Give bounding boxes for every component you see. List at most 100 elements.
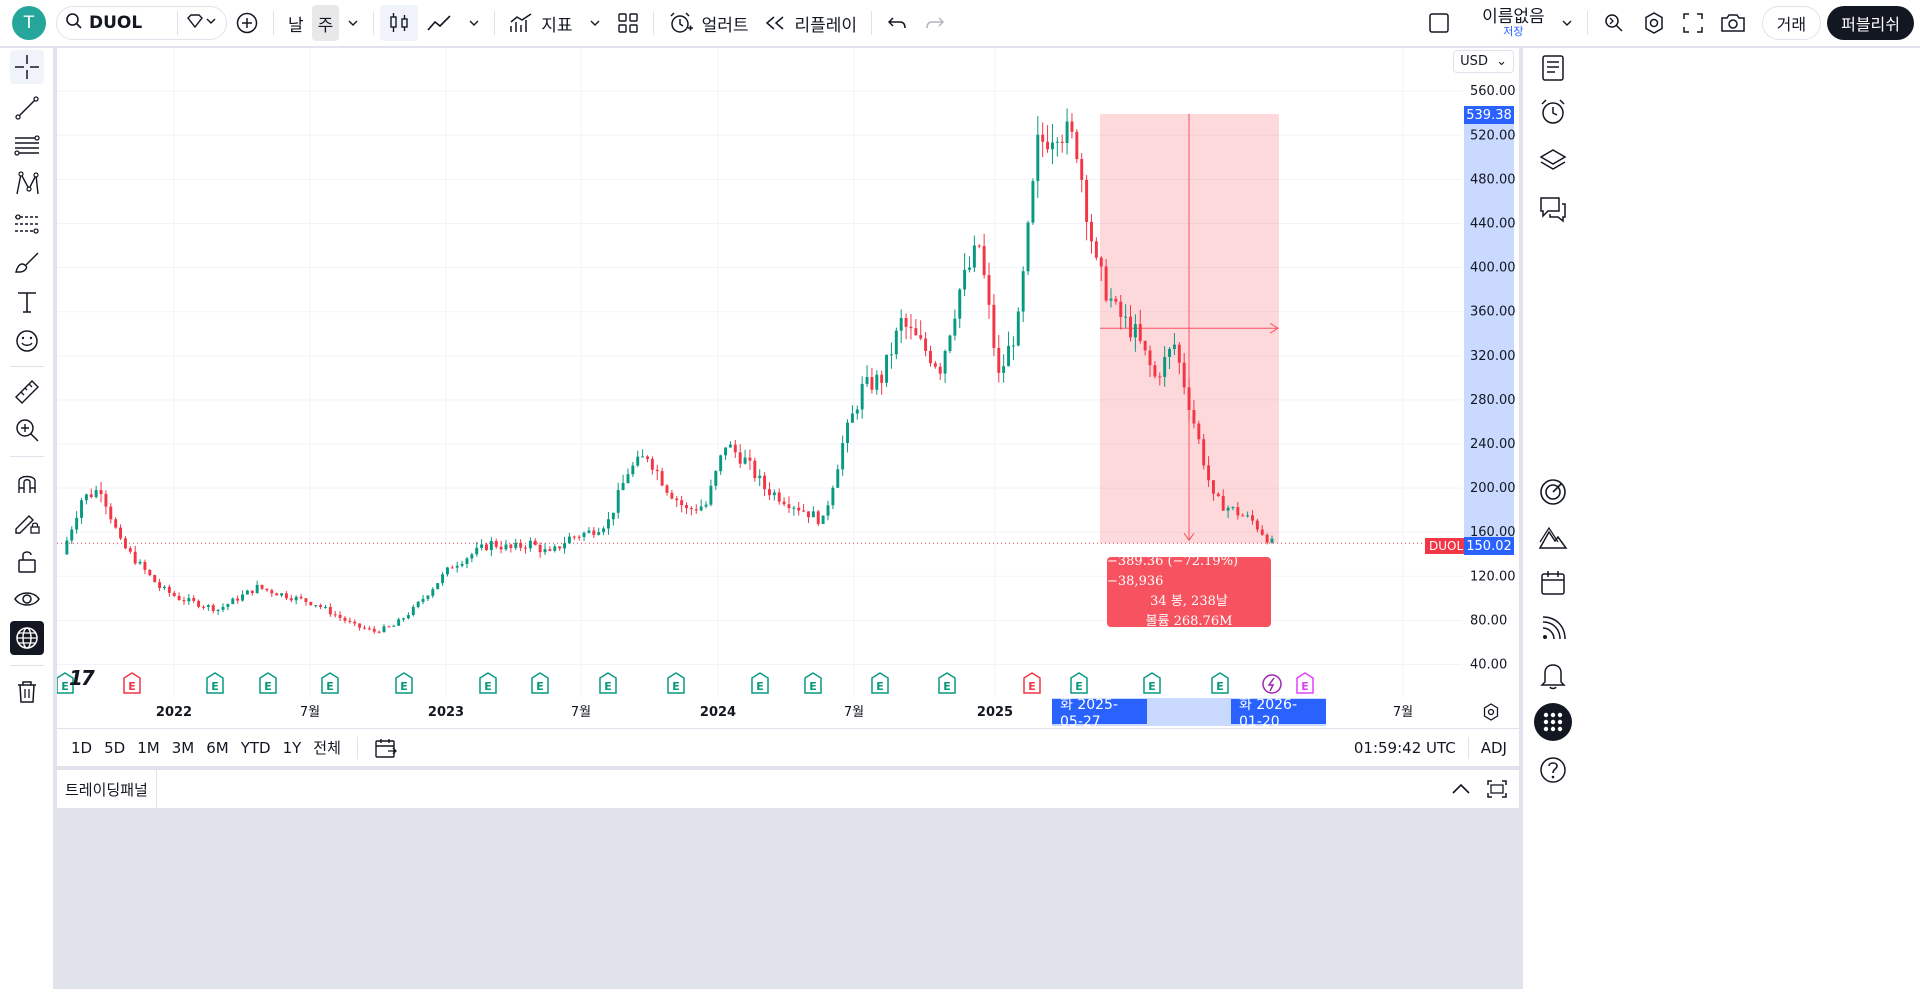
price-chart[interactable]: 560.00 520.00 480.00 440.00 400.00 360.00 320.…: [57, 48, 1519, 728]
candle-body: [543, 549, 547, 553]
goto-date-calendar-icon[interactable]: [368, 734, 404, 762]
earnings-marker: [599, 672, 617, 694]
user-avatar[interactable]: T: [12, 6, 46, 40]
pattern-icon[interactable]: [10, 167, 44, 201]
candle-body: [84, 494, 88, 501]
mountains-icon[interactable]: [1535, 520, 1571, 556]
interval-day-button[interactable]: 날: [288, 15, 304, 36]
chart-panel[interactable]: 560.00 520.00 480.00 440.00 400.00 360.00 320.…: [57, 48, 1519, 766]
interval-week-button[interactable]: 주: [311, 5, 340, 41]
clock-timezone[interactable]: 01:59:42 UTC: [1353, 738, 1456, 757]
publish-button[interactable]: 퍼블리쉬: [1827, 6, 1914, 40]
redo-icon[interactable]: [916, 5, 954, 41]
maximize-panel-icon[interactable]: [1479, 771, 1515, 807]
earnings-marker: [1070, 672, 1088, 694]
candle-style-icon[interactable]: [380, 5, 419, 41]
candle-body: [167, 586, 171, 593]
candle-body: [177, 595, 181, 601]
emoji-smile-icon[interactable]: [10, 324, 44, 358]
candle-body: [519, 542, 523, 548]
crosshair-icon[interactable]: [10, 50, 44, 84]
earnings-marker-label: E: [1216, 680, 1224, 693]
templates-grid-icon[interactable]: [609, 5, 647, 41]
apps-grid-icon[interactable]: [1534, 703, 1572, 741]
alarm-clock-icon[interactable]: [1535, 94, 1571, 130]
trade-button[interactable]: 거래: [1761, 6, 1822, 40]
price-tick-label: 160.00: [1470, 525, 1516, 540]
range-3m[interactable]: 3M: [171, 738, 195, 757]
candle-body: [748, 457, 752, 461]
news-feed-icon[interactable]: [1535, 611, 1571, 647]
earnings-marker: [531, 672, 549, 694]
candle-body: [89, 494, 93, 498]
candle-body: [670, 492, 674, 499]
interval-dropdown-chevron-icon[interactable]: [339, 5, 367, 41]
calendar-icon[interactable]: [1535, 565, 1571, 601]
candle-body: [958, 289, 962, 319]
range-6m[interactable]: 6M: [206, 738, 229, 757]
adjust-toggle[interactable]: ADJ: [1480, 738, 1507, 757]
zoom-in-icon[interactable]: [10, 413, 44, 447]
candle-body: [1236, 507, 1240, 516]
fib-retracement-icon[interactable]: [10, 129, 44, 163]
ruler-icon[interactable]: [10, 375, 44, 409]
text-tool-icon[interactable]: [10, 285, 44, 319]
candle-body: [1197, 423, 1201, 440]
fullscreen-icon[interactable]: [1674, 5, 1712, 41]
alert-button[interactable]: 얼러트: [660, 5, 757, 41]
trading-panel-tab[interactable]: 트레이딩패널: [57, 770, 157, 808]
time-tick-label: 2024: [700, 705, 736, 720]
candle-body: [665, 485, 669, 493]
indicators-chevron-icon[interactable]: [581, 5, 609, 41]
notifications-bell-icon[interactable]: [1535, 657, 1571, 693]
add-symbol-button[interactable]: [227, 5, 267, 41]
lock-pencil-icon[interactable]: [10, 505, 44, 539]
compare-diamond-icon[interactable]: [186, 13, 216, 33]
candle-body: [787, 504, 791, 509]
symbol-name[interactable]: DUOL: [89, 13, 143, 33]
currency-selector[interactable]: USD ⌄: [1453, 50, 1514, 73]
tradingview-logo[interactable]: 17: [69, 666, 95, 690]
camera-snapshot-icon[interactable]: [1712, 5, 1754, 41]
line-chart-icon[interactable]: [418, 5, 460, 41]
candle-body: [811, 511, 815, 518]
target-radar-icon[interactable]: [1535, 474, 1571, 510]
layout-name-button[interactable]: 이름없음 저장: [1474, 5, 1553, 41]
brush-icon[interactable]: [10, 246, 44, 280]
candle-body: [1182, 362, 1186, 388]
candle-body: [328, 606, 332, 615]
replay-button[interactable]: 리플레이: [756, 5, 865, 41]
unlock-icon[interactable]: [10, 544, 44, 578]
layout-chevron-icon[interactable]: [1553, 5, 1581, 41]
settings-gear-icon[interactable]: [1634, 5, 1674, 41]
chat-icon[interactable]: [1535, 191, 1571, 227]
undo-icon[interactable]: [878, 5, 916, 41]
help-icon[interactable]: [1535, 752, 1571, 788]
symbol-search[interactable]: DUOL: [56, 6, 227, 40]
layers-icon[interactable]: [1535, 142, 1571, 178]
chart-type-chevron-icon[interactable]: [460, 5, 488, 41]
candle-body: [182, 600, 186, 602]
indicators-button[interactable]: 지표: [501, 5, 580, 41]
range-1d[interactable]: 1D: [71, 738, 93, 757]
trash-icon[interactable]: [10, 674, 44, 708]
watchlist-icon[interactable]: [1535, 50, 1571, 86]
earnings-marker-label: E: [809, 680, 817, 693]
magnet-icon[interactable]: [10, 466, 44, 500]
range-5d[interactable]: 5D: [104, 738, 126, 757]
candle-body: [406, 615, 410, 619]
collapse-chevron-up-icon[interactable]: [1443, 771, 1479, 807]
forecast-icon[interactable]: [10, 207, 44, 241]
range-1m[interactable]: 1M: [137, 738, 160, 757]
eye-visibility-icon[interactable]: [10, 582, 44, 616]
globe-icon[interactable]: [10, 621, 44, 655]
candle-body: [231, 598, 235, 605]
candle-body: [606, 519, 610, 529]
range-1y[interactable]: 1Y: [282, 738, 302, 757]
trend-line-icon[interactable]: [10, 91, 44, 125]
range-all[interactable]: 전체: [313, 739, 341, 757]
candle-body: [782, 501, 786, 505]
quick-search-icon[interactable]: [1594, 5, 1634, 41]
layout-square-icon[interactable]: [1420, 5, 1458, 41]
range-ytd[interactable]: YTD: [240, 738, 271, 757]
